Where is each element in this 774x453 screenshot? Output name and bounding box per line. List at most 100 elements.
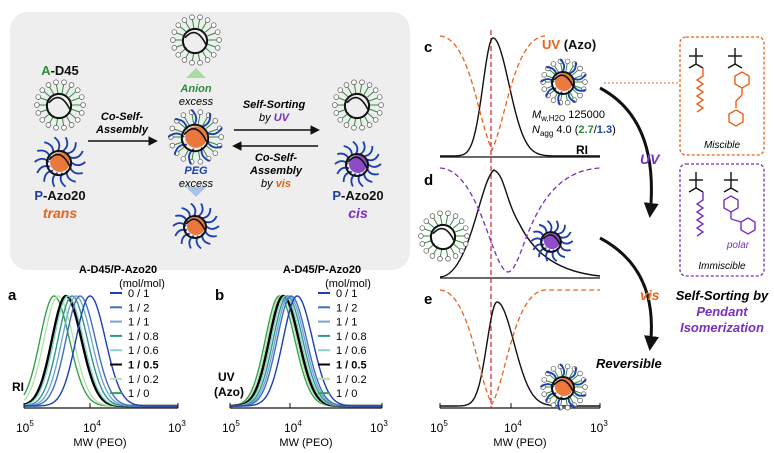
uv-curved-arrow (599, 86, 659, 218)
micelle-panel-e (540, 363, 588, 411)
panel-e-tick-label-right: 103 (590, 419, 608, 435)
panel-a-legend-title-2: (mol/mol) (119, 278, 165, 290)
uv-arrow-label: UV (640, 151, 661, 167)
panel-a-detector: RI (12, 380, 24, 394)
legend-entry: 0 / 1 (128, 288, 149, 300)
panel-b-detector-2: (Azo) (214, 385, 244, 399)
immiscible-structure (688, 172, 756, 237)
panel-a-letter: a (8, 287, 17, 304)
panel-b-detector-1: UV (218, 370, 235, 384)
legend-entry: 1 / 0.8 (336, 331, 367, 343)
micelle-anion-excess (170, 14, 222, 66)
panel-b: b A-D45/P-Azo20 (mol/mol) 0 / 1 1 / 2 1 / … (214, 264, 388, 449)
co-self-rev-label-1: Co-Self- (255, 152, 298, 164)
immiscible-label: Immiscible (698, 261, 746, 272)
panel-e-uv-curve (439, 289, 600, 406)
panel-a: a A-D45/P-Azo20 (mol/mol) 0 / 1 1 / 2 1 / … (8, 264, 186, 449)
panel-c-ri-label: RI (576, 143, 588, 157)
panel-b-legend-title-1: A-D45/P-Azo20 (283, 264, 361, 276)
legend-entry: 1 / 0.6 (128, 345, 159, 357)
micelle-peg-trans (34, 136, 86, 188)
micelle-peg-cis (334, 140, 382, 188)
down-arrow-shape (186, 187, 206, 197)
summary-line-2: Pendant (696, 304, 748, 319)
panel-c-nagg-label: Nagg 4.0 (2.7/1.3) (532, 124, 616, 138)
panel-e-tick-label-mid: 104 (504, 419, 522, 435)
micelle-panel-c (540, 58, 588, 106)
panel-c-ri-curve (440, 37, 600, 157)
legend-entry: 1 / 1 (128, 317, 149, 329)
panel-a-tick-label-right: 103 (168, 419, 186, 435)
legend-entry: 1 / 0.5 (128, 360, 159, 372)
summary-line-3: Isomerization (680, 320, 764, 335)
self-sorting-label: Self-Sorting (243, 99, 306, 111)
panel-d-ri-curve (439, 169, 601, 278)
right-column: UV vis Reversible Miscible (596, 36, 769, 371)
vis-curved-arrow (599, 236, 659, 351)
panel-b-xlabel: MW (PEO) (279, 437, 332, 449)
panel-a-curves (23, 294, 178, 408)
legend-entry: 0 / 1 (336, 288, 357, 300)
cis-label: cis (348, 205, 368, 221)
panel-e-tick-label-left: 105 (430, 419, 448, 435)
co-self-assembly-label-1: Co-Self- (101, 111, 144, 123)
p-azo20-right-label: P-Azo20 (332, 188, 383, 203)
panel-b-tick-label-left: 105 (222, 419, 240, 435)
legend-entry: 1 / 2 (128, 302, 149, 314)
panel-c-letter: c (424, 39, 432, 56)
legend-entry: 1 / 0 (128, 388, 149, 400)
panel-c-uv-azo-label: UV (Azo) (542, 37, 596, 52)
legend-entry: 1 / 0.2 (336, 374, 367, 386)
micelle-anion-a-d45 (34, 79, 86, 131)
by-vis-label: by vis (261, 178, 291, 190)
by-uv-label: by UV (259, 112, 291, 124)
panel-c-uv-curve (439, 35, 546, 152)
panel-cde: c d e 105 104 103 MW (PEO) UV (Azo) RI M… (418, 30, 616, 449)
scheme-background (10, 12, 410, 270)
micelle-panel-d-anion (418, 210, 470, 262)
legend-entry: 1 / 0 (336, 388, 357, 400)
panel-a-legend: 0 / 1 1 / 2 1 / 1 1 / 0.8 1 / 0.6 1 / 0.5 1 / … (110, 288, 159, 400)
panel-b-legend-title-2: (mol/mol) (325, 278, 371, 290)
panel-a-tick-label-mid: 104 (83, 419, 101, 435)
immiscible-box (679, 163, 765, 277)
legend-entry: 1 / 2 (336, 302, 357, 314)
polar-label: polar (726, 240, 750, 251)
panel-b-tick-label-mid: 104 (284, 419, 302, 435)
co-self-assembly-label-2: Assembly (95, 124, 149, 136)
legend-entry: 1 / 0.5 (336, 360, 367, 372)
legend-entry: 1 / 1 (336, 317, 357, 329)
miscible-box (679, 36, 765, 156)
trans-label: trans (43, 205, 77, 221)
legend-entry: 1 / 0.6 (336, 345, 367, 357)
panel-a-tick-label-left: 105 (16, 419, 34, 435)
panel-a-legend-title-1: A-D45/P-Azo20 (79, 264, 157, 276)
panel-a-xlabel: MW (PEO) (73, 437, 126, 449)
micelle-peg-excess (172, 202, 220, 250)
vis-arrow-label: vis (640, 287, 660, 303)
a-d45-label: A-D45 (41, 63, 79, 78)
panel-b-legend: 0 / 1 1 / 2 1 / 1 1 / 0.8 1 / 0.6 1 / 0.5 1 / … (318, 288, 367, 400)
legend-entry: 1 / 0.2 (128, 374, 159, 386)
panel-b-curves (229, 294, 382, 408)
curve-01 (230, 295, 382, 407)
up-arrow-shape (186, 68, 206, 78)
legend-entry: 1 / 0.8 (128, 331, 159, 343)
micelle-anion-sorted (332, 79, 384, 131)
micelle-panel-d-peg (530, 220, 574, 262)
co-self-rev-label-2: Assembly (249, 165, 303, 177)
peg-label: PEG (184, 165, 208, 177)
summary-line-1: Self-Sorting by (676, 288, 769, 303)
micelle-mixed (167, 109, 224, 165)
miscible-label: Miscible (704, 140, 741, 151)
anion-excess-label: excess (179, 96, 214, 108)
p-azo20-left-label: P-Azo20 (34, 188, 85, 203)
panel-d-letter: d (424, 172, 433, 189)
panel-d-uv-curve (439, 167, 601, 273)
scheme-panel: A-D45 P-Azo20 trans Co-Self- Assembly An… (10, 12, 410, 270)
panel-b-tick-label-right: 103 (370, 419, 388, 435)
curve-01 (24, 295, 178, 407)
peg-excess-label: excess (179, 178, 214, 190)
panel-b-letter: b (215, 287, 224, 304)
